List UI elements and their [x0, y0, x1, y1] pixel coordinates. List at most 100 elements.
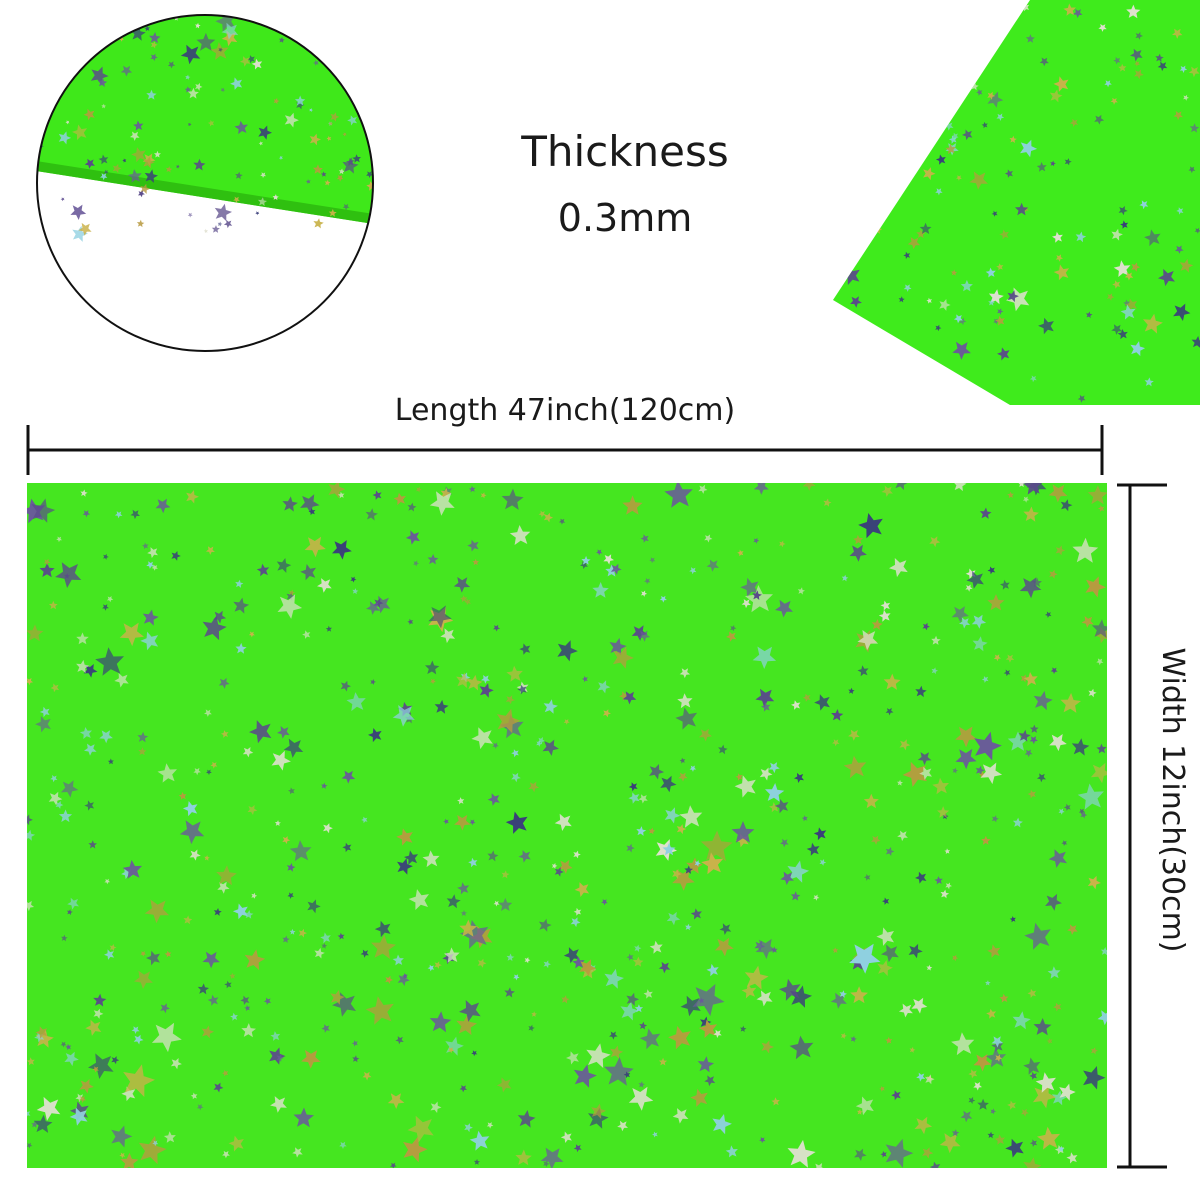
star — [1027, 789, 1036, 799]
star — [698, 1019, 718, 1038]
star — [761, 1040, 774, 1054]
star — [806, 842, 820, 856]
star — [392, 705, 415, 727]
star — [244, 910, 254, 919]
star — [351, 1040, 358, 1047]
star — [953, 314, 963, 324]
star — [986, 1008, 997, 1019]
star — [1112, 280, 1121, 289]
star — [429, 1011, 452, 1033]
star — [456, 1014, 477, 1036]
star — [987, 944, 1001, 958]
star — [850, 296, 862, 308]
star — [183, 915, 193, 925]
star — [966, 571, 984, 589]
star — [1055, 254, 1064, 262]
length-label: Length 47inch(120cm) — [395, 393, 735, 428]
star — [704, 534, 713, 543]
star — [321, 1024, 330, 1033]
star — [518, 850, 531, 863]
star — [573, 1144, 582, 1153]
star — [985, 267, 996, 278]
zoom-outline — [36, 14, 374, 352]
star — [1157, 61, 1168, 72]
star — [1061, 840, 1068, 846]
star — [283, 738, 304, 758]
star — [511, 772, 521, 783]
star — [1188, 66, 1200, 78]
star — [969, 171, 988, 190]
star — [1173, 303, 1191, 321]
star — [1023, 672, 1038, 687]
star — [230, 77, 243, 90]
star — [140, 951, 147, 957]
star — [464, 598, 471, 606]
star — [802, 693, 811, 702]
star — [1049, 89, 1063, 103]
star — [609, 1031, 618, 1040]
star — [1023, 1157, 1042, 1168]
star — [551, 863, 558, 869]
star — [371, 934, 396, 959]
star — [146, 561, 155, 569]
star — [506, 953, 515, 962]
star — [1144, 229, 1161, 247]
star — [912, 134, 920, 142]
star — [130, 26, 146, 41]
star — [247, 805, 258, 815]
star — [314, 947, 325, 959]
star — [1124, 272, 1134, 281]
star — [64, 1051, 79, 1067]
star — [1032, 1084, 1056, 1109]
star — [652, 1131, 658, 1138]
star — [968, 1069, 978, 1079]
star — [1023, 1057, 1041, 1075]
star — [999, 993, 1009, 1003]
star — [987, 91, 996, 100]
star — [365, 996, 394, 1025]
star — [951, 1129, 960, 1137]
star — [753, 537, 760, 544]
star — [189, 849, 201, 861]
star — [914, 1116, 933, 1135]
star — [741, 599, 751, 609]
star — [935, 188, 943, 196]
star — [951, 1032, 975, 1056]
star — [923, 167, 936, 181]
star — [82, 510, 91, 518]
star — [220, 87, 226, 93]
star — [374, 920, 391, 938]
star — [698, 728, 712, 742]
star — [922, 1147, 934, 1159]
star — [1023, 483, 1042, 495]
star — [676, 824, 687, 835]
star — [229, 972, 236, 979]
star — [725, 1145, 738, 1158]
star — [684, 865, 693, 874]
star — [61, 934, 68, 942]
star — [239, 56, 251, 67]
star — [501, 870, 510, 879]
star — [871, 619, 883, 630]
star — [1179, 258, 1194, 273]
star — [278, 37, 285, 43]
star — [960, 1110, 973, 1123]
star — [222, 1150, 230, 1159]
star — [1175, 245, 1184, 254]
star — [937, 806, 950, 818]
star — [1053, 1002, 1062, 1012]
star — [144, 169, 158, 183]
star — [195, 82, 203, 91]
star — [270, 1096, 287, 1113]
star — [477, 958, 487, 968]
star — [249, 720, 272, 744]
star — [255, 211, 260, 216]
star — [678, 772, 688, 782]
star — [361, 816, 368, 824]
star — [604, 1057, 634, 1086]
star — [1029, 724, 1039, 733]
star — [1081, 616, 1094, 628]
star — [300, 564, 316, 581]
star — [309, 108, 313, 113]
